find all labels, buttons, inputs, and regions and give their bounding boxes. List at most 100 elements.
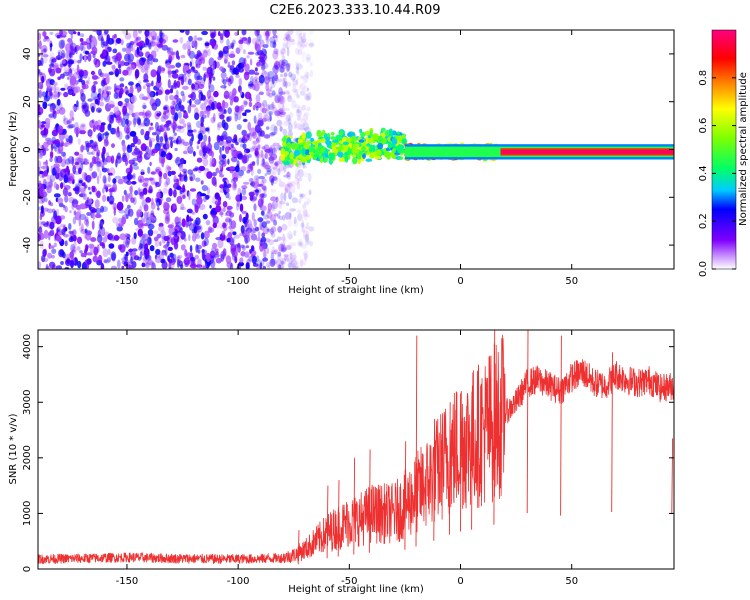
- heat-cell: [103, 259, 108, 264]
- heat-cell: [274, 110, 281, 117]
- heat-cell: [111, 234, 116, 241]
- heat-cell: [163, 114, 169, 120]
- x-tick-label: 0: [457, 276, 463, 287]
- heat-cell: [252, 131, 257, 139]
- heat-cell: [300, 193, 305, 198]
- heat-cell: [43, 229, 49, 239]
- heat-cell: [170, 106, 176, 116]
- heat-cell: [297, 48, 302, 56]
- heat-cell: [121, 265, 125, 269]
- heat-cell: [250, 167, 254, 177]
- snr-spike: [433, 418, 436, 541]
- heat-cell: [296, 106, 302, 115]
- heat-cell: [90, 50, 97, 55]
- heat-cell: [194, 71, 201, 81]
- heat-cell: [145, 110, 152, 118]
- heat-cell: [86, 252, 93, 256]
- heat-cell: [171, 100, 176, 106]
- heat-cell: [134, 69, 140, 79]
- heat-cell: [358, 139, 365, 143]
- heat-cell: [372, 133, 379, 141]
- heat-cell: [225, 216, 231, 222]
- heat-cell: [262, 265, 266, 269]
- heat-cell: [270, 178, 274, 186]
- heat-cell: [137, 119, 142, 126]
- heat-cell: [297, 177, 303, 182]
- heat-cell: [267, 264, 271, 269]
- heat-cell: [262, 158, 265, 164]
- heat-cell: [288, 71, 293, 78]
- heat-cell: [288, 233, 293, 240]
- heat-cell: [247, 121, 251, 131]
- heat-cell: [239, 36, 243, 44]
- heat-cell: [279, 95, 286, 105]
- heat-cell: [109, 200, 114, 205]
- heat-cell: [243, 134, 250, 142]
- heat-cell: [227, 158, 230, 165]
- heat-cell: [261, 232, 266, 238]
- heat-cell: [83, 218, 89, 226]
- heat-cell: [295, 30, 303, 37]
- heat-cell: [107, 172, 113, 176]
- snr-y-label: SNR (10 * v/v): [8, 413, 19, 484]
- heat-cell: [53, 85, 57, 93]
- heat-cell: [136, 42, 143, 47]
- heat-cell: [239, 214, 242, 223]
- heat-cell: [260, 210, 265, 216]
- heat-cell: [239, 257, 244, 264]
- heat-cell: [208, 135, 211, 144]
- heat-cell: [122, 105, 128, 115]
- heat-cell: [91, 150, 96, 156]
- heat-cell: [261, 157, 265, 167]
- heat-cell: [292, 88, 298, 93]
- heat-cell: [143, 117, 151, 127]
- heat-cell: [91, 106, 95, 113]
- heat-cell: [227, 259, 233, 263]
- heat-cell: [303, 143, 309, 149]
- heat-cell: [228, 115, 233, 122]
- heat-cell: [159, 38, 166, 45]
- heat-cell: [227, 61, 231, 68]
- heat-cell: [170, 85, 174, 91]
- heat-cell: [296, 209, 302, 214]
- heat-cell: [244, 235, 251, 243]
- heat-cell: [268, 92, 273, 98]
- heat-cell: [294, 104, 301, 109]
- heat-cell: [164, 216, 170, 225]
- heat-cell: [129, 265, 132, 269]
- heat-cell: [131, 264, 136, 269]
- heat-cell: [255, 126, 262, 131]
- heat-cell: [114, 39, 118, 46]
- heat-cell: [64, 240, 68, 247]
- heat-cell: [55, 208, 60, 216]
- heat-cell: [198, 165, 206, 172]
- heat-cell: [281, 224, 288, 231]
- heat-cell: [246, 169, 251, 174]
- heat-cell: [168, 188, 173, 197]
- heat-cell: [47, 103, 54, 107]
- heat-cell: [69, 42, 77, 51]
- heat-cell: [205, 194, 210, 200]
- heat-cell: [58, 39, 65, 49]
- heat-cell: [270, 227, 274, 236]
- heat-cell: [101, 153, 105, 163]
- heat-cell: [236, 264, 241, 269]
- heat-cell: [145, 254, 152, 261]
- heat-cell: [67, 88, 74, 96]
- heat-cell: [281, 55, 286, 65]
- heat-cell: [115, 85, 122, 91]
- heat-cell: [369, 130, 373, 138]
- heat-cell: [105, 152, 110, 158]
- heat-cell: [106, 168, 110, 174]
- heat-cell: [160, 150, 167, 158]
- heat-cell: [86, 42, 92, 50]
- heat-cell: [70, 48, 74, 53]
- heat-cell: [206, 171, 213, 179]
- heat-cell: [261, 221, 267, 229]
- heat-cell: [301, 38, 307, 43]
- heat-cell: [204, 240, 207, 247]
- heat-cell: [260, 150, 264, 158]
- heat-cell: [259, 102, 265, 113]
- heat-cell: [280, 257, 287, 265]
- heat-cell: [187, 78, 192, 86]
